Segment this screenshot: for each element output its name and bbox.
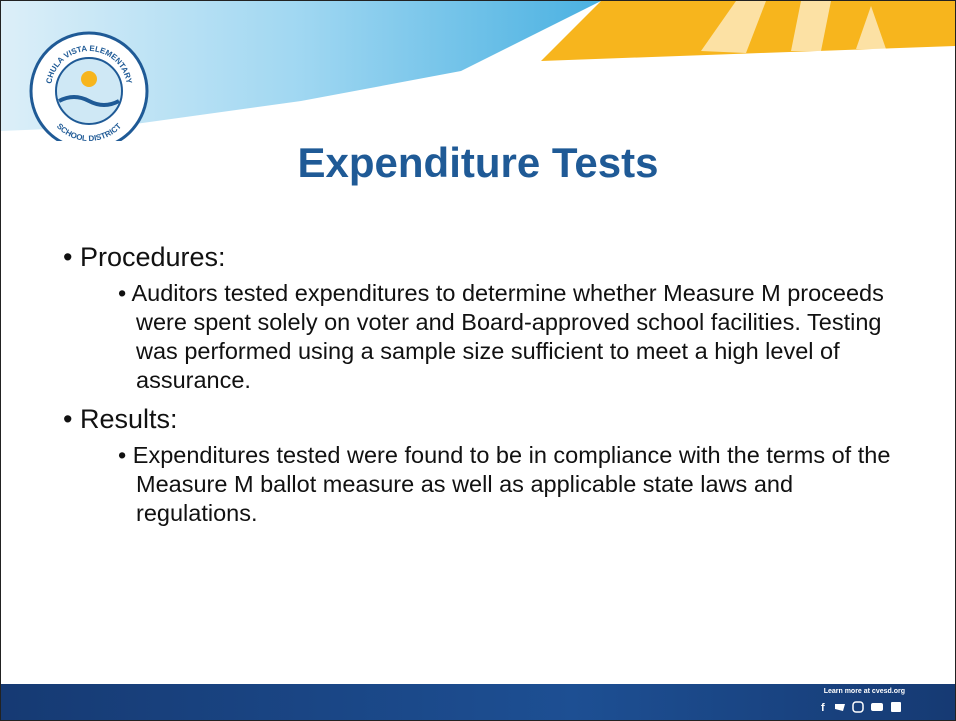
social-icons: f [819, 700, 905, 714]
bullet-list: • Procedures: • Auditors tested expenditu… [63, 233, 893, 528]
svg-text:f: f [821, 702, 825, 714]
sub-bullet-text: Expenditures tested were found to be in … [133, 442, 891, 526]
bullet-text: Procedures: [80, 242, 226, 272]
bullet: • Results: [63, 401, 893, 437]
bullet-text: Results: [80, 404, 178, 434]
sub-bullet: • Auditors tested expenditures to determ… [118, 279, 896, 395]
slide-title: Expenditure Tests [1, 139, 955, 187]
bullet: • Procedures: [63, 239, 893, 275]
sub-bullet: • Expenditures tested were found to be i… [118, 441, 896, 528]
sub-bullet-text: Auditors tested expenditures to determin… [131, 280, 883, 393]
slide: CHULA VISTA ELEMENTARY SCHOOL DISTRICT E… [0, 0, 956, 721]
footer-text: Learn more at cvesd.org [824, 688, 905, 695]
footer-bar: Learn more at cvesd.org f [1, 684, 955, 720]
header-decoration: CHULA VISTA ELEMENTARY SCHOOL DISTRICT [1, 1, 955, 141]
